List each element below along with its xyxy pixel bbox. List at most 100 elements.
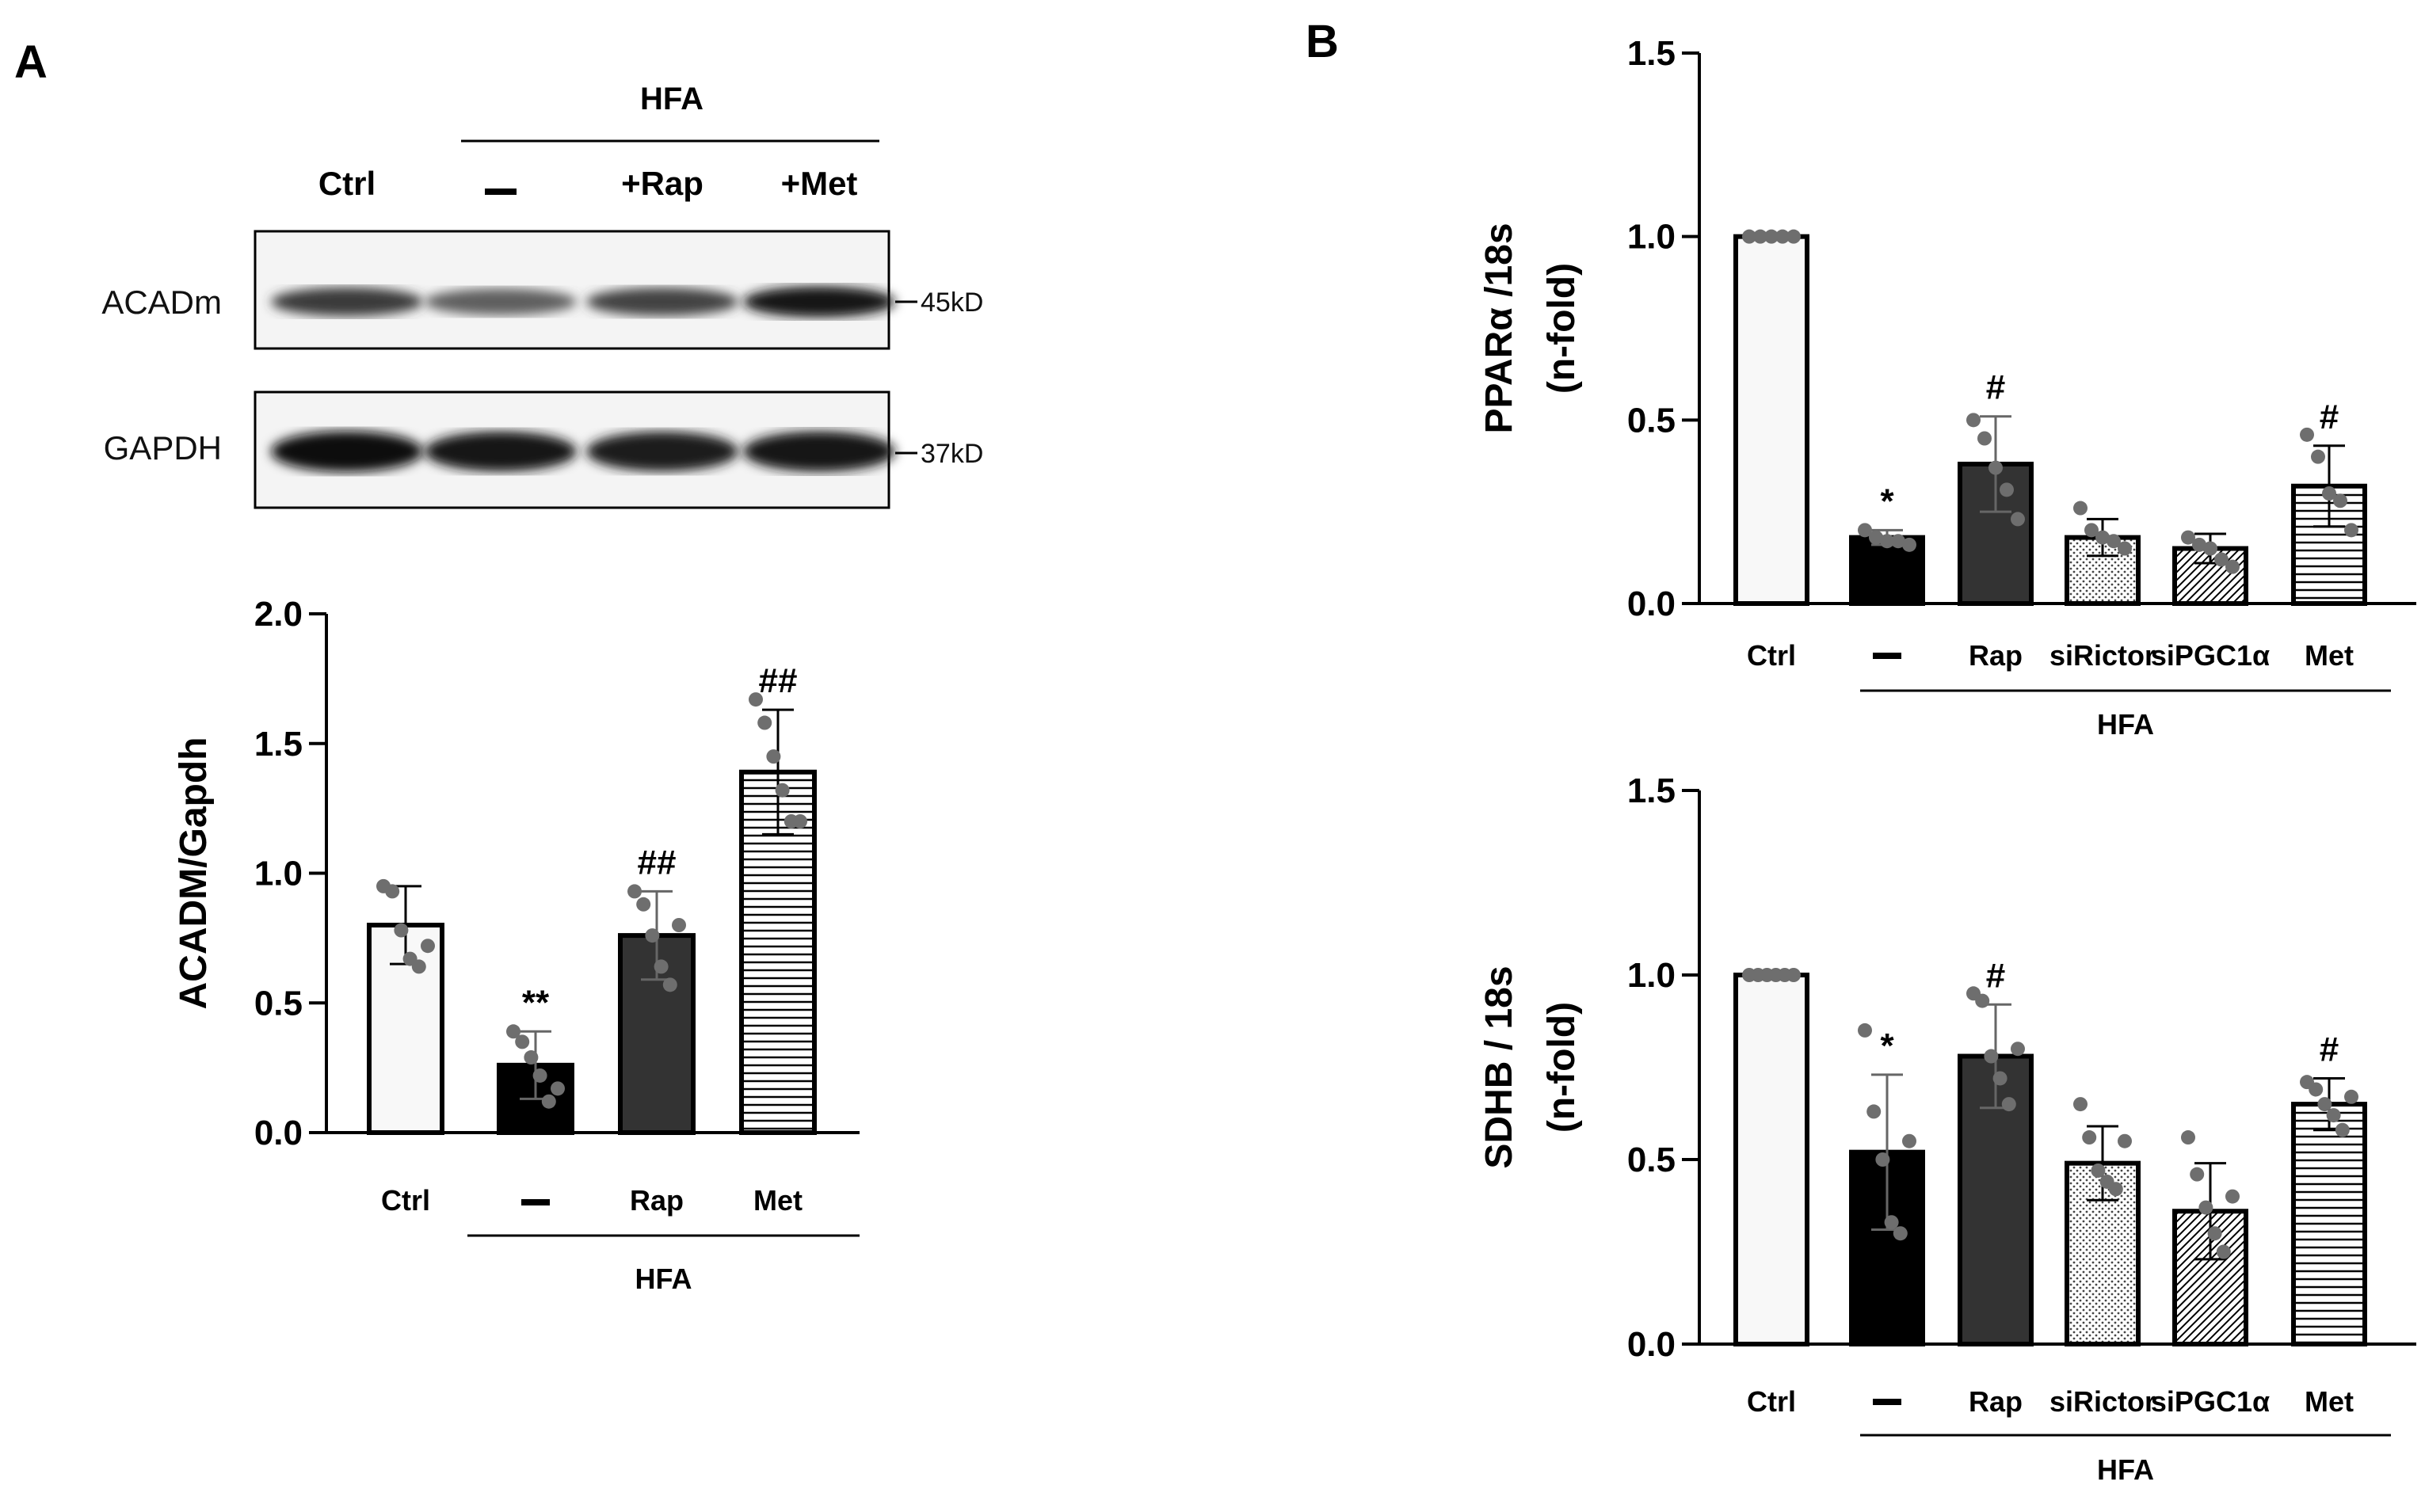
data-point <box>2344 523 2358 538</box>
data-point <box>394 923 409 938</box>
data-point <box>1984 1049 1999 1064</box>
y-tick-label: 2.0 <box>254 595 303 634</box>
bar-0 <box>1733 973 1809 1346</box>
data-point <box>2225 559 2240 574</box>
data-point <box>2317 1097 2332 1112</box>
data-point <box>2082 1130 2097 1145</box>
data-point <box>1753 229 1767 244</box>
category-label: siPGC1α <box>2151 639 2270 672</box>
y-tick-label: 0.5 <box>254 984 303 1023</box>
data-point <box>2084 523 2099 538</box>
data-point <box>1975 993 1990 1008</box>
blot-header: HFA Ctrl +Rap +Met <box>318 82 879 202</box>
data-point <box>2091 1163 2106 1178</box>
y-tick-label: 0.0 <box>1627 1325 1676 1364</box>
blot-band <box>271 431 423 472</box>
category-label-dash <box>1873 653 1901 659</box>
data-point <box>1742 229 1756 244</box>
blot-acadm: ACADm 45kD <box>101 230 983 350</box>
bar-1 <box>497 1062 574 1135</box>
data-point <box>1992 1071 2007 1086</box>
data-point <box>2335 1122 2350 1137</box>
data-point <box>1775 229 1790 244</box>
category-label: Ctrl <box>1747 1385 1796 1418</box>
significance-marker: # <box>1986 956 2005 995</box>
y-tick-label: 1.0 <box>254 855 303 893</box>
category-label-dash <box>1873 1399 1901 1405</box>
data-point <box>1966 413 1981 428</box>
data-point <box>1875 1152 1890 1167</box>
data-point <box>2192 537 2206 552</box>
bar-5 <box>2291 1102 2367 1346</box>
y-tick-label: 0.0 <box>1627 585 1676 623</box>
data-point <box>2011 512 2025 527</box>
y-tick-label: 1.0 <box>1627 956 1676 995</box>
data-point <box>421 939 435 954</box>
category-label: Rap <box>1969 639 2023 672</box>
bar-1 <box>1849 535 1925 606</box>
data-point <box>1786 968 1801 982</box>
data-point <box>506 1024 520 1039</box>
significance-marker: ** <box>522 983 550 1022</box>
blot-band <box>743 286 895 318</box>
category-label: siPGC1α <box>2151 1385 2270 1418</box>
data-point <box>2095 530 2110 545</box>
data-point <box>2225 1189 2240 1204</box>
data-point <box>2216 1244 2231 1259</box>
y-axis-label: SDHB / 18s <box>1478 965 1520 1168</box>
blot-band <box>743 431 895 472</box>
bands-gapdh <box>271 431 895 472</box>
data-point <box>1893 1226 1908 1241</box>
data-point <box>2300 427 2314 442</box>
y-axis-label: ACADM/Gapdh <box>173 737 215 1010</box>
significance-marker: * <box>1880 482 1894 520</box>
data-point <box>1977 431 1992 446</box>
bar-0 <box>1733 234 1809 606</box>
category-label-dash <box>521 1199 550 1205</box>
data-point <box>1891 534 1905 549</box>
data-point <box>2190 1167 2205 1182</box>
data-point <box>2311 449 2325 464</box>
blot-band <box>425 288 577 315</box>
category-label: Met <box>2305 639 2354 672</box>
data-point <box>793 814 807 828</box>
blot-gapdh: GAPDH 37kD <box>104 390 983 509</box>
blot-lane-dash <box>485 189 517 195</box>
data-point <box>2214 552 2229 567</box>
data-point <box>2118 541 2132 556</box>
data-point <box>2011 1042 2025 1057</box>
data-point <box>1884 1215 1899 1230</box>
data-point <box>532 1068 547 1083</box>
data-point <box>1764 229 1779 244</box>
y-axis-label-units: (n-fold) <box>1541 263 1583 394</box>
y-axis-label: PPARα /18s <box>1478 223 1520 433</box>
panel-label-a: A <box>14 36 48 88</box>
group-label: HFA <box>635 1263 692 1295</box>
data-point <box>2073 501 2088 516</box>
significance-marker: # <box>1986 368 2005 407</box>
data-point <box>2000 482 2014 497</box>
blot-band <box>586 431 738 472</box>
blot-lane-met: +Met <box>781 165 858 202</box>
data-point <box>551 1081 565 1096</box>
data-point <box>2181 1130 2195 1145</box>
group-label: HFA <box>2097 1453 2154 1486</box>
y-tick-label: 0.5 <box>1627 401 1676 440</box>
significance-marker: ## <box>759 661 798 700</box>
data-point <box>2207 1226 2222 1241</box>
significance-marker: * <box>1880 1026 1894 1065</box>
band-name-acadm: ACADm <box>101 284 222 321</box>
blot-lane-ctrl: Ctrl <box>318 165 376 202</box>
data-point <box>627 884 642 899</box>
data-point <box>2118 1133 2132 1148</box>
kd-label-45: 45kD <box>921 288 983 318</box>
category-label: Rap <box>630 1184 684 1217</box>
data-point <box>749 692 763 707</box>
data-point <box>1988 460 2003 475</box>
significance-marker: # <box>2320 1030 2339 1068</box>
data-point <box>2108 1182 2123 1197</box>
band-name-gapdh: GAPDH <box>104 429 222 467</box>
